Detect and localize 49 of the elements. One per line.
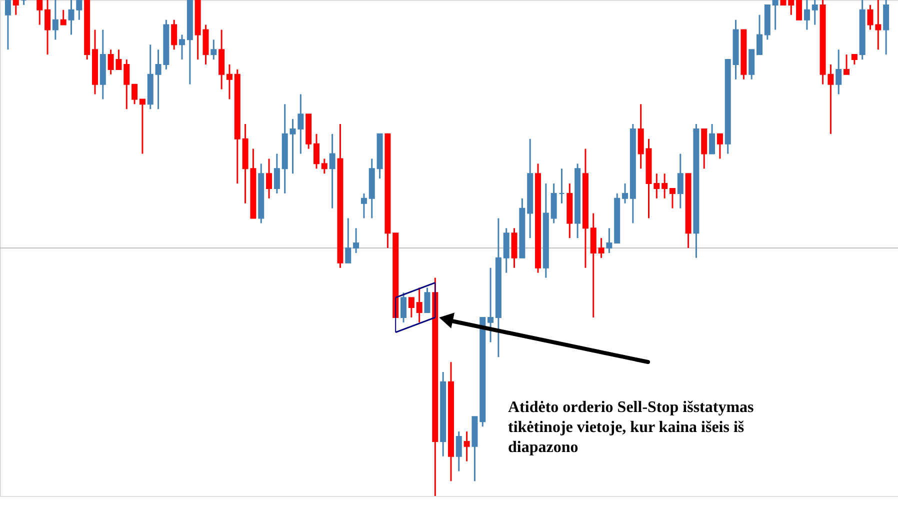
candlestick [321, 158, 328, 174]
candlestick [139, 98, 146, 155]
candlestick [456, 430, 462, 472]
candlestick [408, 296, 414, 318]
candlestick [756, 14, 763, 56]
candlestick [677, 153, 684, 210]
candlestick [851, 54, 858, 66]
candlestick [179, 34, 186, 60]
candlestick [796, 0, 802, 20]
candlestick [558, 168, 565, 204]
candlestick [432, 277, 438, 497]
candlestick [44, 0, 51, 56]
candlestick [606, 227, 612, 254]
candlestick [836, 48, 842, 95]
candlestick [400, 292, 407, 324]
candlestick [360, 192, 367, 219]
candlestick [210, 38, 217, 60]
candlestick [812, 0, 818, 26]
candlestick [124, 58, 130, 110]
candlestick [171, 19, 178, 50]
candlestick [772, 0, 778, 31]
candlestick [266, 158, 272, 200]
candlestick [345, 217, 352, 264]
candlestick [274, 153, 280, 194]
candlestick [4, 0, 11, 50]
candlestick [226, 64, 232, 100]
candlestick [716, 133, 723, 160]
candlestick [488, 267, 494, 343]
candlestick [598, 237, 604, 259]
candlestick [313, 133, 320, 170]
annotation: Atidėto orderio Sell-Stop išstatymas tikėtinoje vietoje, kur kaina išeis iš diapazono [508, 399, 754, 456]
candlestick [329, 133, 336, 210]
candlestick [622, 182, 628, 204]
candlestick [788, 0, 794, 16]
candlestick [353, 227, 360, 254]
candlestick [669, 188, 676, 210]
candlestick [424, 286, 430, 314]
candlestick [20, 0, 27, 6]
candlestick [709, 123, 716, 155]
candlestick [844, 54, 850, 76]
candlestick [662, 172, 668, 200]
candlestick [416, 286, 422, 324]
candlestick [52, 0, 58, 40]
candlestick [132, 84, 138, 105]
candlestick [464, 430, 470, 462]
candlestick [12, 0, 19, 16]
candlestick [36, 0, 43, 26]
candlestick [804, 0, 810, 31]
candlestick [60, 9, 66, 26]
